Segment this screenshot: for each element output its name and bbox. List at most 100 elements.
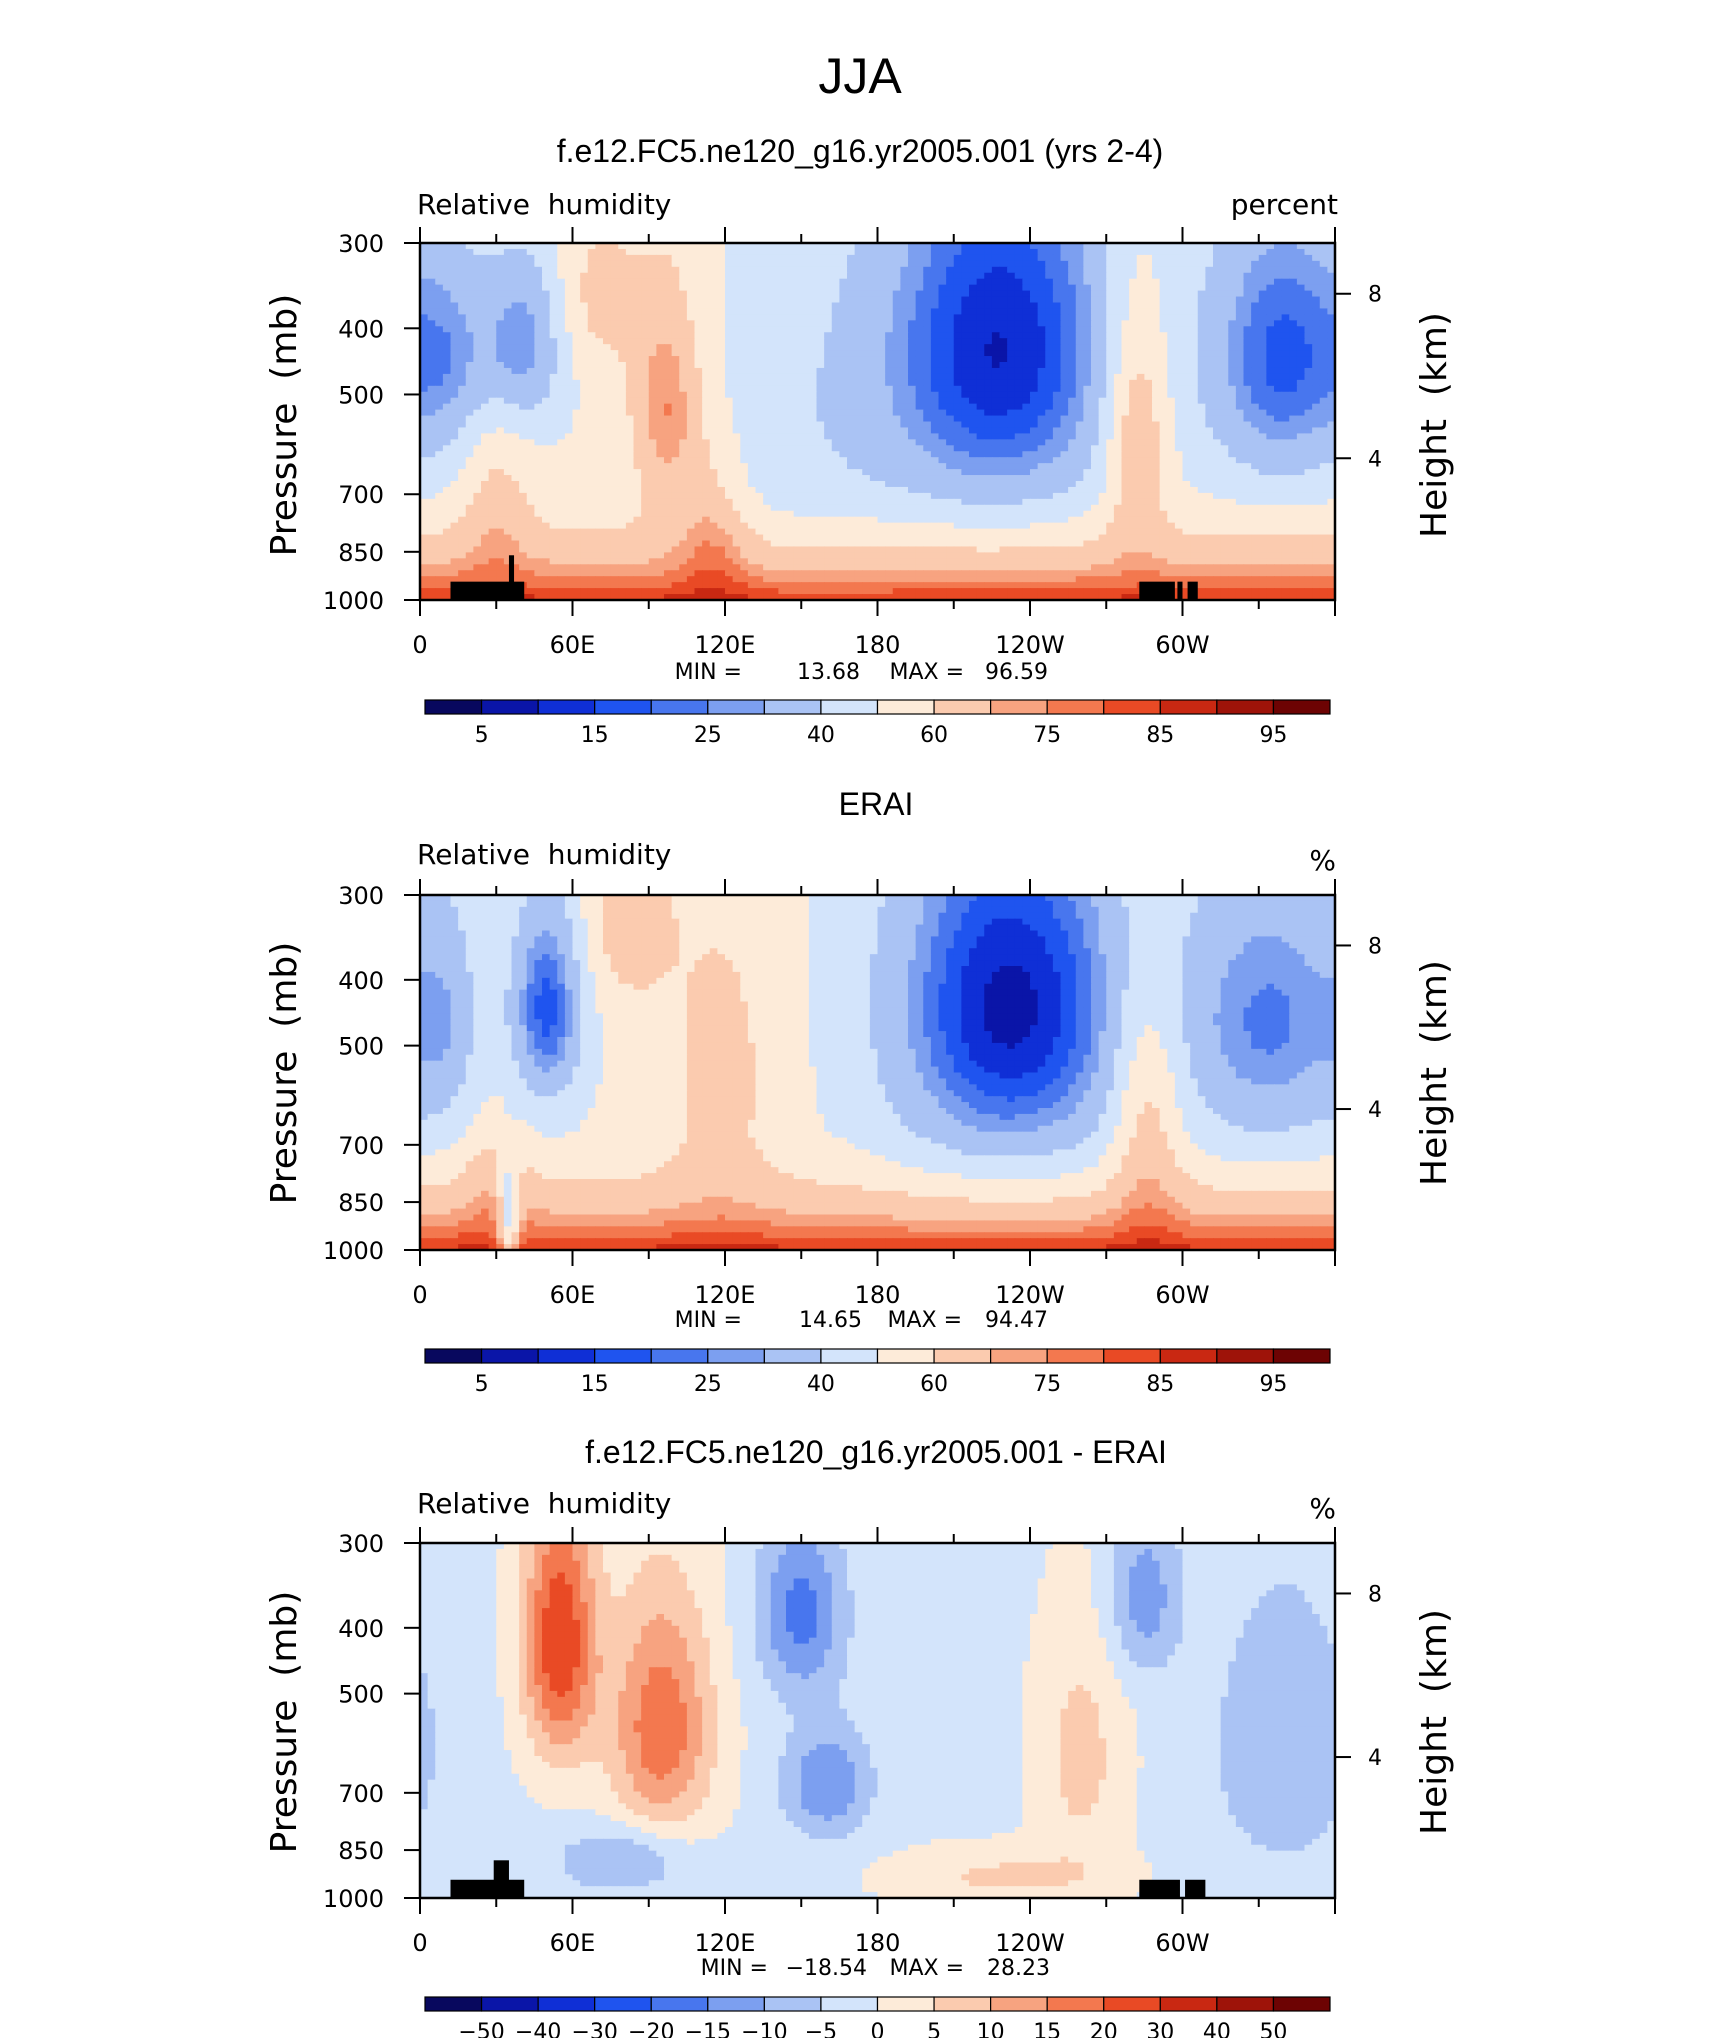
field-cell	[1152, 308, 1161, 315]
field-cell	[610, 403, 619, 411]
field-cell	[725, 326, 734, 333]
field-cell	[671, 356, 680, 363]
field-cell	[1296, 439, 1306, 446]
field-cell	[915, 421, 924, 429]
field-cell	[1296, 314, 1306, 321]
field-cell	[442, 356, 452, 363]
field-cell	[1197, 320, 1206, 327]
field-cell	[1182, 481, 1191, 488]
field-cell	[930, 254, 940, 262]
field-cell	[1304, 469, 1313, 476]
field-cell	[694, 260, 703, 268]
field-cell	[549, 338, 558, 345]
field-cell	[1159, 415, 1168, 423]
field-cell	[869, 314, 879, 321]
field-cell	[473, 367, 482, 375]
field-cell	[877, 486, 886, 494]
field-cell	[580, 266, 589, 274]
field-cell	[587, 463, 596, 470]
field-cell	[473, 385, 482, 393]
field-cell	[603, 379, 612, 387]
field-cell	[1129, 397, 1138, 405]
field-cell	[656, 260, 665, 268]
field-cell	[1007, 409, 1016, 417]
field-cell	[488, 326, 497, 333]
field-cell	[915, 469, 924, 476]
field-cell	[1312, 338, 1321, 345]
field-cell	[1205, 302, 1214, 310]
field-cell	[1083, 391, 1092, 399]
field-cell	[420, 391, 429, 399]
field-cell	[999, 284, 1008, 292]
field-cell	[625, 356, 635, 363]
field-cell	[671, 308, 680, 315]
field-cell	[1159, 445, 1168, 452]
field-cell	[793, 367, 802, 375]
field-cell	[1022, 379, 1031, 387]
field-cell	[1083, 481, 1092, 488]
field-cell	[1266, 391, 1275, 399]
field-cell	[709, 338, 718, 345]
field-cell	[930, 481, 940, 488]
field-cell	[709, 475, 718, 482]
field-cell	[1289, 314, 1298, 321]
field-cell	[1312, 367, 1321, 375]
field-cell	[458, 469, 467, 476]
field-cell	[1319, 314, 1328, 321]
field-cell	[854, 433, 863, 440]
field-cell	[442, 409, 452, 417]
field-cell	[854, 254, 863, 262]
field-cell	[1197, 248, 1206, 256]
field-cell	[999, 320, 1008, 327]
field-cell	[854, 350, 863, 357]
field-cell	[1289, 326, 1298, 333]
field-cell	[1167, 481, 1176, 488]
field-cell	[1205, 415, 1214, 423]
field-cell	[542, 385, 551, 393]
field-cell	[557, 260, 566, 268]
field-cell	[786, 266, 795, 274]
field-cell	[717, 260, 726, 268]
field-cell	[1213, 481, 1222, 488]
field-cell	[427, 469, 436, 476]
field-cell	[1190, 385, 1199, 393]
field-cell	[450, 367, 459, 375]
field-cell	[1197, 385, 1206, 393]
field-cell	[1220, 260, 1229, 268]
field-cell	[1274, 481, 1283, 488]
field-cell	[656, 427, 665, 434]
field-cell	[1304, 344, 1313, 351]
field-cell	[648, 403, 657, 411]
field-cell	[1281, 451, 1290, 458]
field-cell	[999, 326, 1008, 333]
field-cell	[991, 296, 1001, 304]
field-cell	[587, 373, 596, 381]
field-cell	[625, 397, 635, 405]
field-cell	[641, 338, 650, 345]
field-cell	[633, 385, 642, 393]
field-cell	[435, 338, 444, 345]
field-cell	[564, 356, 574, 363]
field-cell	[1296, 433, 1306, 440]
field-cell	[1197, 254, 1206, 262]
field-cell	[481, 457, 490, 464]
field-cell	[915, 278, 924, 286]
field-cell	[847, 350, 856, 357]
field-cell	[801, 463, 810, 470]
field-cell	[1014, 260, 1023, 268]
field-cell	[1289, 385, 1298, 393]
field-cell	[808, 338, 818, 345]
field-cell	[572, 379, 581, 387]
field-cell	[770, 445, 779, 452]
field-cell	[1106, 248, 1115, 256]
field-cell	[816, 350, 825, 357]
field-cell	[580, 296, 589, 304]
field-cell	[641, 385, 650, 393]
field-cell	[450, 445, 459, 452]
field-cell	[1174, 433, 1184, 440]
field-cell	[686, 314, 696, 321]
field-cell	[999, 475, 1008, 482]
field-cell	[793, 272, 802, 280]
field-cell	[694, 367, 703, 375]
field-cell	[1235, 469, 1245, 476]
